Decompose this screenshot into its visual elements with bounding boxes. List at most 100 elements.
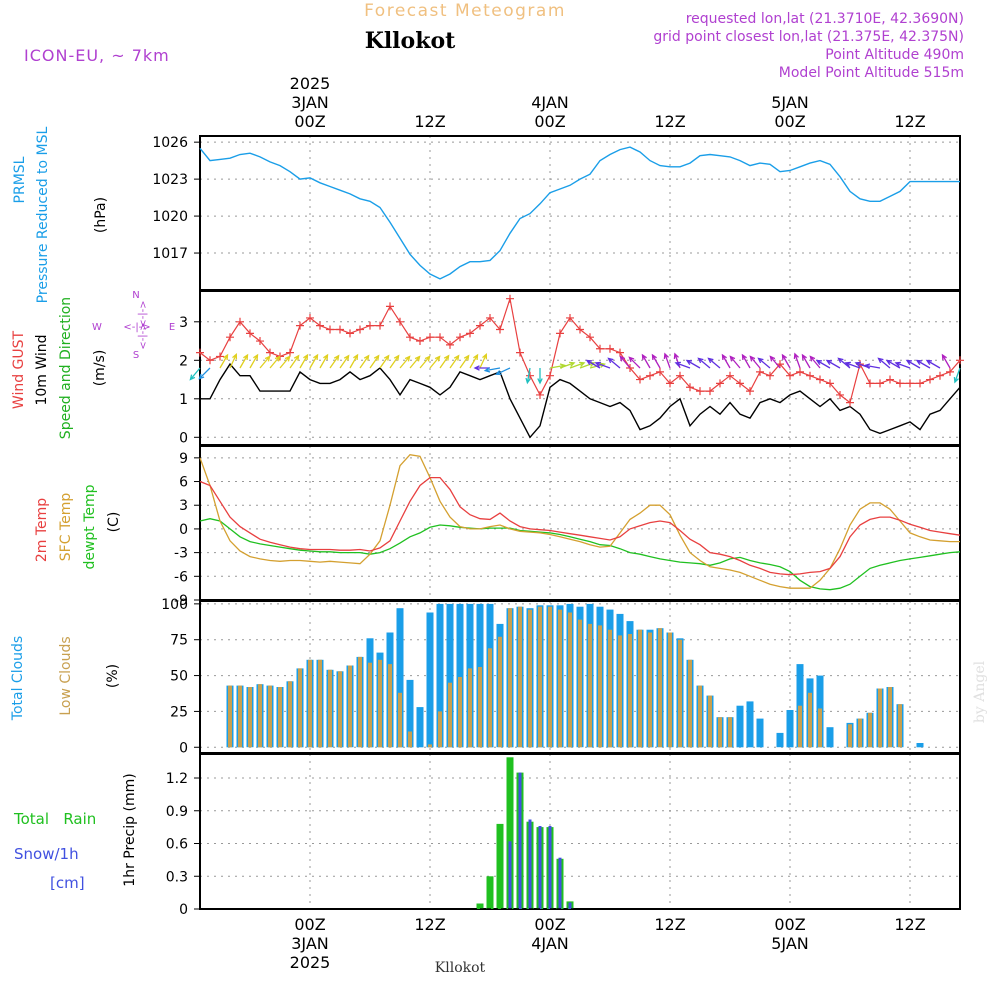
clouds-unit: (%): [105, 664, 121, 688]
date-label: 00Z: [534, 112, 565, 131]
low-cloud-bar: [298, 668, 302, 748]
wind-direction-arrow: [941, 353, 951, 369]
wind-direction-arrow: [885, 359, 901, 369]
date-label: 3JAN: [291, 93, 329, 112]
low-cloud-bar: [498, 636, 502, 748]
wind-direction-arrow: [319, 353, 329, 369]
low-cloud-bar: [528, 609, 532, 748]
low-cloud-bar: [368, 662, 372, 748]
temperature-labels: 2m Temp SFC Temp dewpt Temp (C): [34, 484, 122, 569]
low-cloud-bar: [278, 687, 282, 748]
low-cloud-bar: [508, 608, 512, 748]
precip-snow-label: Snow/1h: [14, 845, 79, 863]
low-cloud-bar: [468, 668, 472, 748]
panel-precip: 0 0.3 0.6 0.9 1.2: [166, 753, 961, 918]
low-cloud-bar: [898, 704, 902, 748]
gust-marker: [386, 302, 394, 311]
wind-direction-arrow: [915, 359, 931, 369]
low-cloud-bar: [818, 708, 822, 748]
gust-marker: [616, 348, 624, 357]
gust-marker: [806, 371, 814, 380]
temp-dew-label: dewpt Temp: [82, 484, 98, 569]
temp-unit: (C): [106, 512, 122, 533]
low-cloud-bar: [488, 648, 492, 748]
y-tick-label: 50: [170, 669, 188, 685]
low-cloud-bar: [338, 671, 342, 748]
wind-10m-label: 10m Wind: [34, 334, 50, 405]
wind-direction-arrow: [525, 367, 531, 385]
date-label: 00Z: [294, 112, 325, 131]
gust-marker: [556, 329, 564, 338]
low-cloud-bar: [518, 606, 522, 748]
compass-w: W: [92, 322, 102, 333]
wind-direction-arrow: [479, 353, 488, 369]
wind-direction-arrow: [559, 361, 576, 369]
wind-direction-arrow: [429, 355, 441, 369]
clouds-labels: Total Clouds Low Clouds (%): [10, 636, 121, 721]
gust-marker: [366, 321, 374, 330]
gust-marker: [456, 333, 464, 342]
snow-bar: [518, 772, 522, 909]
point-altitude: Point Altitude 490m: [825, 47, 964, 63]
date-label: 3JAN: [291, 934, 329, 953]
sfc-temp-line: [199, 454, 960, 589]
low-cloud-bar: [388, 664, 392, 748]
low-cloud-bar: [268, 685, 272, 748]
low-cloud-bar: [608, 629, 612, 748]
date-label: 5JAN: [771, 934, 809, 953]
low-cloud-bar: [868, 712, 872, 748]
gust-marker: [246, 329, 254, 338]
low-cloud-bar: [258, 684, 262, 748]
low-cloud-bar: [398, 692, 402, 748]
gust-marker: [466, 329, 474, 338]
gust-marker: [576, 325, 584, 334]
gust-marker: [846, 398, 854, 407]
gust-marker: [916, 379, 924, 388]
gust-marker: [696, 387, 704, 396]
temp-sfc-label: SFC Temp: [58, 493, 74, 562]
y-tick-label: 1: [179, 392, 188, 408]
location-title: Kllokot: [365, 28, 456, 54]
wind-direction-arrow: [793, 352, 801, 369]
low-cloud-bar: [848, 724, 852, 748]
y-tick-label: 0.3: [166, 869, 188, 885]
wind-direction-arrow: [309, 353, 319, 369]
wind-direction-arrow: [569, 361, 586, 369]
pressure-label-prmsl: PRMSL: [12, 156, 28, 203]
wind-direction-arrow: [469, 353, 479, 369]
gust-marker: [936, 371, 944, 380]
low-cloud-bar: [458, 677, 462, 748]
date-label: 00Z: [534, 915, 565, 934]
wind-direction-arrow: [925, 359, 941, 369]
wind-direction-arrow: [815, 359, 831, 369]
low-cloud-bar: [678, 639, 682, 748]
y-tick-label: 6: [179, 475, 188, 491]
gust-marker: [836, 390, 844, 399]
temp-2m-label: 2m Temp: [34, 498, 50, 562]
gust-marker: [256, 337, 264, 346]
low-cloud-bar: [658, 628, 662, 748]
gust-marker: [506, 294, 514, 303]
date-label: 2025: [290, 74, 331, 93]
compass-n: N: [132, 290, 139, 301]
low-cloud-bar: [248, 687, 252, 748]
wind-direction-arrow: [219, 353, 229, 369]
y-tick-label: 0.9: [166, 804, 188, 820]
gust-marker: [686, 383, 694, 392]
wind-direction-arrow: [259, 355, 271, 369]
wind-direction-arrow: [409, 355, 421, 369]
snow-bar: [558, 857, 562, 909]
panels: 1017 1020 1023 1026 0 1 2 3 -9 -6 -3 0 3 6 9 0 25 50 75 100…: [152, 135, 964, 918]
gust-marker: [926, 375, 934, 384]
wind-direction-arrow: [769, 355, 781, 369]
low-cloud-bar: [378, 659, 382, 748]
wind-direction-arrow: [651, 353, 661, 369]
wind-direction-arrow: [628, 356, 641, 369]
rain-bar: [506, 757, 514, 909]
low-cloud-bar: [328, 669, 332, 748]
gust-marker: [436, 333, 444, 342]
low-cloud-bar: [308, 659, 312, 748]
date-label: 12Z: [654, 915, 685, 934]
